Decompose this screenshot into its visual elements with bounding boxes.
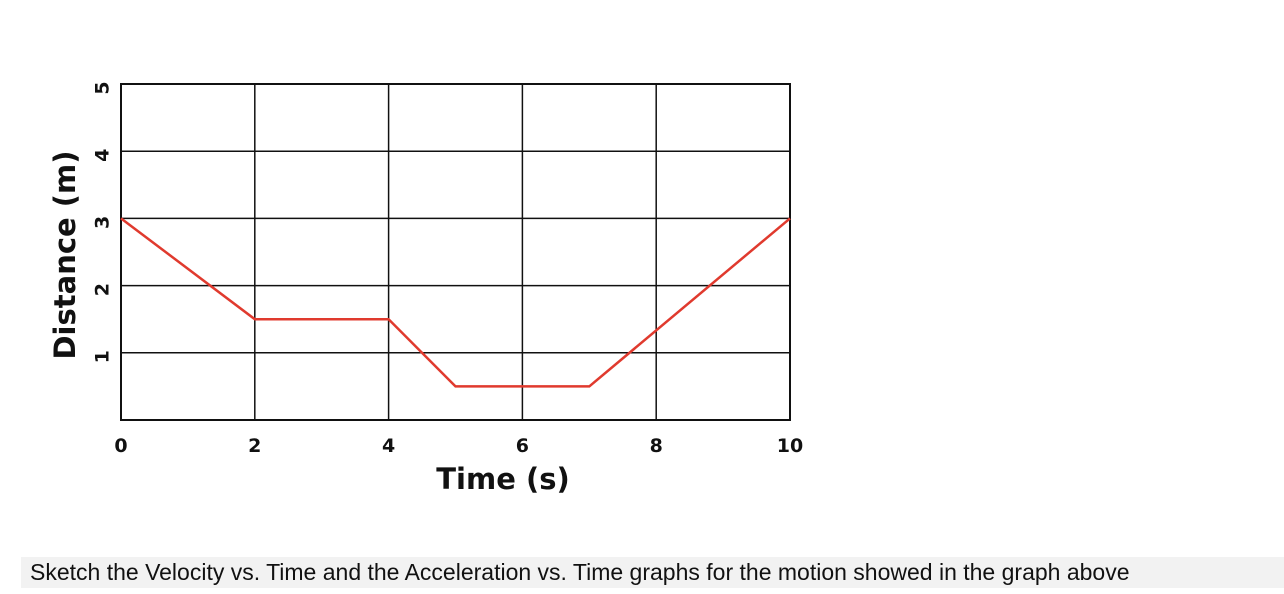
y-axis-label: Distance (m) — [48, 150, 82, 359]
x-tick-labels: 0 2 4 6 8 10 — [114, 435, 803, 457]
chart-grid — [120, 83, 791, 420]
x-tick-label: 0 — [114, 435, 127, 457]
x-tick-label: 6 — [516, 435, 529, 457]
x-axis-label: Time (s) — [436, 462, 569, 496]
y-tick-label: 2 — [92, 283, 114, 296]
distance-series-line — [120, 217, 791, 388]
x-tick-label: 8 — [650, 435, 663, 457]
y-tick-label: 5 — [92, 81, 114, 94]
y-tick-label: 1 — [92, 350, 114, 363]
distance-time-chart: 1 2 3 4 5 0 2 4 6 8 10 Time (s) Distance (m) — [48, 81, 803, 496]
y-tick-label: 3 — [92, 216, 114, 229]
question-caption: Sketch the Velocity vs. Time and the Acc… — [21, 557, 1284, 588]
series-layer — [120, 217, 791, 388]
x-tick-label: 2 — [248, 435, 261, 457]
y-tick-labels: 1 2 3 4 5 — [92, 81, 114, 363]
y-tick-label: 4 — [92, 149, 114, 162]
x-tick-label: 10 — [777, 435, 803, 457]
x-tick-label: 4 — [382, 435, 395, 457]
plot-area-frame — [120, 83, 791, 421]
